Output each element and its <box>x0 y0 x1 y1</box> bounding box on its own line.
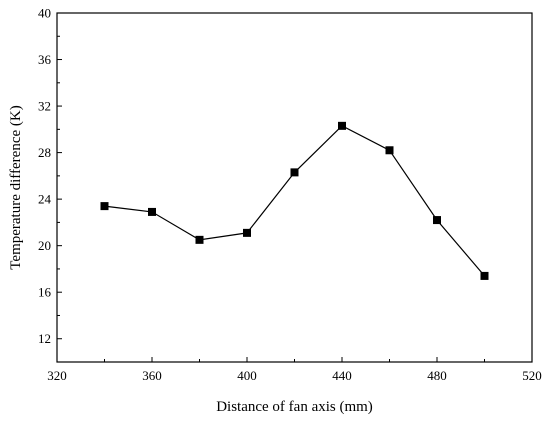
x-axis-label: Distance of fan axis (mm) <box>216 399 373 415</box>
x-tick-label: 320 <box>47 368 67 383</box>
y-axis-label: Temperature difference (K) <box>8 105 24 269</box>
y-tick-label: 32 <box>38 99 51 114</box>
data-point-marker <box>243 228 251 237</box>
axis-ticks: 320 360 400 440 480 520 12 16 20 24 28 32 36 40 <box>38 6 542 384</box>
data-point-marker <box>148 207 156 216</box>
data-point-marker <box>385 146 394 155</box>
data-point-marker <box>195 235 204 244</box>
x-tick-label: 440 <box>332 368 352 383</box>
y-tick-label: 20 <box>38 238 51 253</box>
plot-area <box>56 12 533 363</box>
y-tick-label: 36 <box>38 52 52 67</box>
series-line <box>104 125 485 277</box>
series-layer <box>100 121 489 280</box>
x-tick-label: 520 <box>522 368 542 383</box>
data-point-marker <box>338 121 346 130</box>
y-tick-label: 40 <box>38 6 51 21</box>
x-tick-label: 360 <box>142 368 162 383</box>
data-point-marker <box>480 271 489 280</box>
x-tick-label: 400 <box>237 368 257 383</box>
data-point-marker <box>100 202 109 211</box>
plot-frame <box>56 12 533 363</box>
y-tick-label: 24 <box>38 192 52 207</box>
y-tick-label: 28 <box>38 145 51 160</box>
data-point-marker <box>433 216 441 225</box>
y-tick-label: 16 <box>38 285 52 300</box>
x-tick-label: 480 <box>427 368 447 383</box>
y-tick-label: 12 <box>38 331 51 346</box>
data-point-marker <box>290 168 299 177</box>
